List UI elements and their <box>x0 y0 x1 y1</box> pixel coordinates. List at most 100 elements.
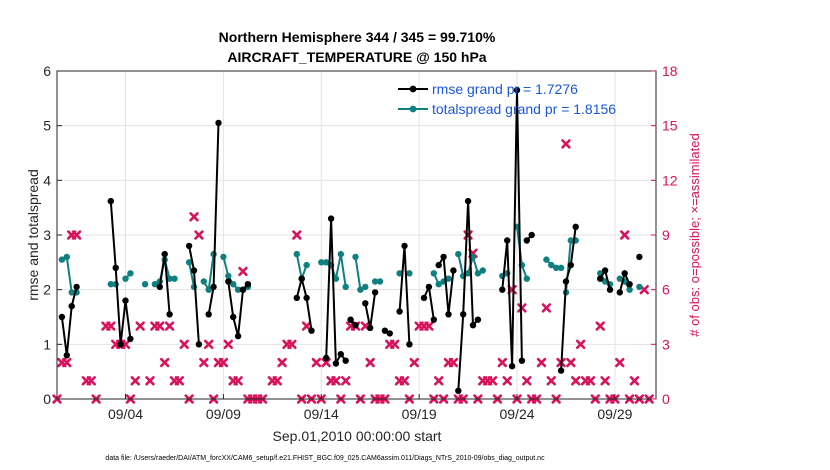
rmse-point <box>528 231 535 239</box>
obs-count-marker <box>434 376 444 386</box>
rmse-point <box>327 215 335 222</box>
rmse-point <box>567 261 574 269</box>
obs-count-marker <box>595 321 605 331</box>
rmse-point <box>127 335 134 343</box>
obs-count-marker <box>62 357 72 368</box>
rmse-series <box>58 86 643 394</box>
left-tick-label: 3 <box>43 227 51 243</box>
legend-spread-marker <box>409 105 417 113</box>
spread-point <box>323 259 330 266</box>
left-tick-label: 6 <box>43 63 51 79</box>
rmse-point <box>73 283 80 291</box>
spread-point <box>406 270 413 277</box>
obs-count-marker <box>287 339 297 350</box>
rmse-point <box>58 313 66 321</box>
obs-count-marker <box>120 339 131 350</box>
obs-count-marker <box>399 376 410 386</box>
obs-count-marker <box>561 139 571 149</box>
spread-point <box>557 264 565 271</box>
spread-point <box>58 256 66 263</box>
rmse-point <box>303 294 310 302</box>
obs-count-marker <box>497 357 508 368</box>
rmse-point <box>420 294 428 302</box>
rmse-point <box>225 278 232 285</box>
rmse-point <box>156 283 163 291</box>
obs-count-marker <box>106 321 116 331</box>
obs-count-marker <box>218 357 229 368</box>
spread-point <box>303 261 310 269</box>
obs-count-marker <box>409 357 419 368</box>
rmse-point <box>464 197 472 205</box>
obs-count-marker <box>331 376 341 386</box>
rmse-line <box>560 226 577 371</box>
spread-point <box>435 281 442 288</box>
obs-count-marker <box>629 376 640 386</box>
obs-count-marker <box>199 357 209 368</box>
rmse-point <box>308 327 315 334</box>
obs-count-marker <box>448 357 459 368</box>
right-tick-label: 9 <box>662 227 670 243</box>
rmse-point <box>362 300 369 307</box>
spread-point <box>141 281 149 288</box>
spread-point <box>234 286 242 293</box>
legend: rmse grand pr = 1.7276 totalspread grand… <box>398 81 616 117</box>
rmse-point <box>68 302 75 310</box>
x-tick-label: 09/24 <box>499 406 534 422</box>
rmse-point <box>626 281 633 288</box>
obs-count-marker <box>389 339 400 350</box>
spread-point <box>68 289 75 296</box>
rmse-point <box>234 332 242 340</box>
rmse-point <box>606 286 614 293</box>
spread-point <box>220 253 227 261</box>
obs-count-marker <box>238 266 248 277</box>
rmse-point <box>244 281 252 288</box>
spread-point <box>567 237 574 244</box>
obs-count-marker <box>233 376 243 386</box>
rmse-point <box>557 367 565 374</box>
rmse-point <box>230 313 237 321</box>
spread-point <box>357 286 364 293</box>
rmse-point <box>469 322 477 329</box>
spread-point <box>171 275 178 282</box>
rmse-point <box>504 237 511 244</box>
rmse-point <box>621 270 628 277</box>
obs-count-marker <box>571 376 581 386</box>
rmse-point <box>63 352 70 359</box>
rmse-point <box>112 264 119 271</box>
rmse-line <box>295 277 313 331</box>
chart-title-line2: AIRCRAFT_TEMPERATURE @ 150 hPa <box>227 49 486 65</box>
spread-point <box>376 278 384 285</box>
x-tick-label: 09/19 <box>402 406 437 422</box>
rmse-point <box>239 286 247 293</box>
grid <box>57 70 656 400</box>
obs-count-marker <box>194 230 204 240</box>
spread-point <box>342 283 349 291</box>
x-tick-label: 09/04 <box>108 406 143 422</box>
rmse-point <box>636 253 643 261</box>
x-tick-label: 09/09 <box>206 406 241 422</box>
obs-count-marker <box>541 303 552 313</box>
rmse-point <box>601 267 609 274</box>
rmse-point <box>190 267 198 274</box>
legend-rmse-label: rmse grand pr = 1.7276 <box>432 81 578 97</box>
right-tick-label: 3 <box>662 336 670 352</box>
rmse-point <box>445 311 452 318</box>
rmse-point <box>513 86 521 94</box>
right-tick-label: 15 <box>662 118 678 134</box>
left-tick-label: 2 <box>43 282 51 298</box>
spread-point <box>200 278 207 285</box>
obs-count-marker <box>365 357 375 368</box>
obs-count-marker <box>155 321 165 331</box>
rmse-point <box>210 283 217 291</box>
rmse-point <box>474 316 482 323</box>
spread-point <box>474 270 482 277</box>
legend-rmse-marker <box>409 85 417 93</box>
obs-count-marker <box>546 376 556 386</box>
obs-count-marker <box>135 321 145 331</box>
left-tick-label: 4 <box>43 172 51 188</box>
left-tick-label: 5 <box>43 118 51 134</box>
obs-count-marker <box>145 376 155 386</box>
obs-count-marker <box>311 357 322 368</box>
spread-point <box>455 250 462 258</box>
